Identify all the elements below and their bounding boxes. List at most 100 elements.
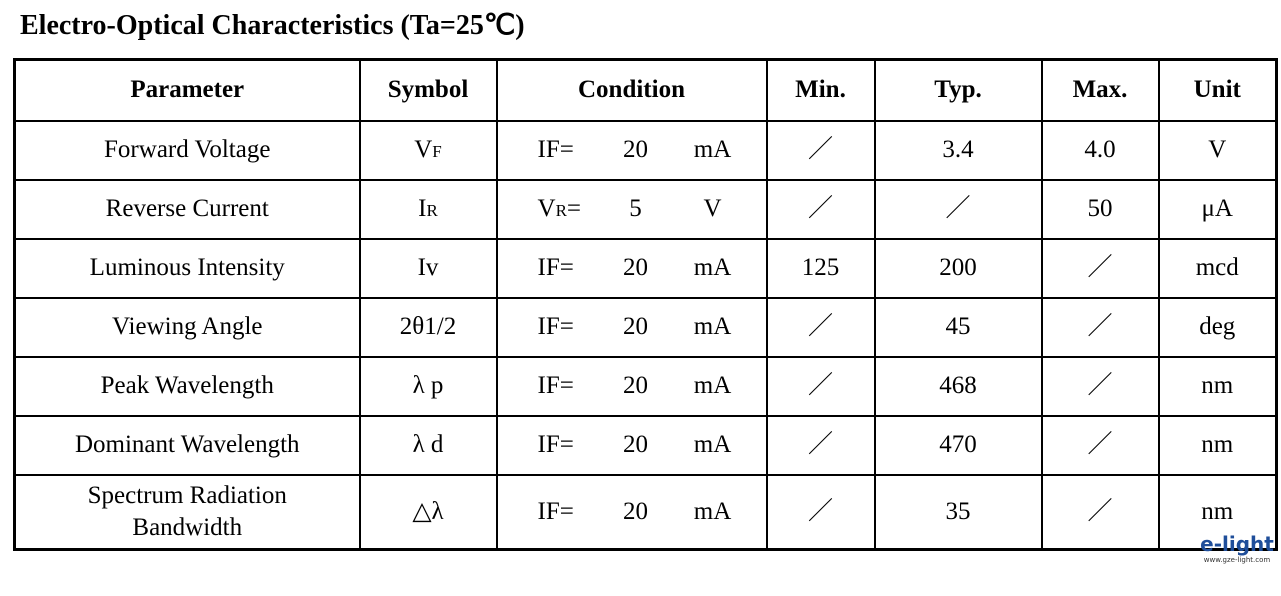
- typ-cell: 35: [873, 474, 1043, 551]
- condition-label: IF=: [538, 311, 604, 344]
- typ-cell: 200: [873, 238, 1043, 299]
- header-cell: Parameter: [13, 58, 361, 122]
- condition-unit: V: [703, 195, 722, 223]
- table-row: Viewing Angle 2θ1/2 IF= 20 mA ／ 45 ／ deg: [13, 297, 1278, 358]
- parameter-cell: Peak Wavelength: [13, 356, 361, 417]
- label-part: IF=: [537, 313, 574, 341]
- typ-cell: 468: [873, 356, 1043, 417]
- table-row: Forward Voltage VF IF= 20 mA ／ 3.4 4.0 V: [13, 120, 1278, 181]
- condition-label: VR=: [538, 193, 604, 226]
- symbol-cell: 2θ1/2: [358, 297, 498, 358]
- max-cell: 4.0: [1040, 120, 1160, 181]
- logo: e-light www.gze-light.com: [1196, 532, 1278, 564]
- symbol-cell: △λ: [358, 474, 498, 551]
- header-row: Parameter Symbol Condition Min. Typ. Max. Unit: [13, 58, 1278, 122]
- condition-unit: mA: [693, 497, 732, 525]
- label-part: IF=: [537, 497, 574, 525]
- typ-cell: 45: [873, 297, 1043, 358]
- condition: IF= 20 mA: [498, 429, 766, 462]
- parameter-cell: Forward Voltage: [13, 120, 361, 181]
- symbol-part: λ d: [412, 431, 444, 459]
- label-part: IF=: [537, 254, 574, 282]
- symbol-part: Iv: [417, 254, 439, 282]
- header-cell: Typ.: [873, 58, 1043, 122]
- parameter-cell: Dominant Wavelength: [13, 415, 361, 476]
- typ-cell: 3.4: [873, 120, 1043, 181]
- typ-cell: 470: [873, 415, 1043, 476]
- parameter-cell: Luminous Intensity: [13, 238, 361, 299]
- label-part: V: [537, 195, 556, 223]
- parameter-cell: Reverse Current: [13, 179, 361, 240]
- symbol-part: △λ: [412, 497, 444, 525]
- condition-label: IF=: [538, 429, 604, 462]
- title: Electro-Optical Characteristics (Ta=25℃): [20, 10, 525, 41]
- max-cell: ／: [1040, 238, 1160, 299]
- header-cell: Condition: [495, 58, 768, 122]
- condition-value: 20: [623, 136, 648, 164]
- header-cell: Min.: [765, 58, 876, 122]
- condition-value: 5: [629, 195, 642, 223]
- header-cell: Unit: [1157, 58, 1278, 122]
- condition-cell: IF= 20 mA: [495, 120, 768, 181]
- condition-cell: IF= 20 mA: [495, 238, 768, 299]
- min-cell: ／: [765, 474, 876, 551]
- logo-brand: e-light: [1200, 532, 1274, 556]
- symbol-part: F: [432, 142, 442, 162]
- header-cell: Max.: [1040, 58, 1160, 122]
- label-part: R: [555, 201, 567, 221]
- label-part: IF=: [537, 372, 574, 400]
- unit-cell: deg: [1157, 297, 1278, 358]
- symbol-cell: VF: [358, 120, 498, 181]
- unit-cell: V: [1157, 120, 1278, 181]
- condition-value: 20: [623, 254, 648, 282]
- parameter-cell: Viewing Angle: [13, 297, 361, 358]
- condition-cell: IF= 20 mA: [495, 297, 768, 358]
- symbol-part: V: [414, 136, 433, 164]
- condition-unit: mA: [693, 313, 732, 341]
- max-cell: ／: [1040, 297, 1160, 358]
- min-cell: ／: [765, 356, 876, 417]
- min-cell: ／: [765, 415, 876, 476]
- condition-value: 20: [623, 431, 648, 459]
- condition-label: IF=: [538, 252, 604, 285]
- symbol-cell: λ d: [358, 415, 498, 476]
- symbol-part: 2θ1/2: [399, 313, 457, 341]
- unit-cell: nm: [1157, 356, 1278, 417]
- condition-label: IF=: [538, 496, 604, 529]
- symbol-part: I: [418, 195, 427, 223]
- spec-table: Parameter Symbol Condition Min. Typ. Max. Unit…: [13, 58, 1278, 551]
- condition: IF= 20 mA: [498, 311, 766, 344]
- condition-value: 20: [623, 313, 648, 341]
- unit-cell: μA: [1157, 179, 1278, 240]
- max-cell: ／: [1040, 356, 1160, 417]
- condition: IF= 20 mA: [498, 252, 766, 285]
- symbol-cell: IR: [358, 179, 498, 240]
- condition: IF= 20 mA: [498, 134, 766, 167]
- table-row: Spectrum Radiation Bandwidth △λ IF= 20 mA ／ 35…: [13, 474, 1278, 551]
- condition-unit: mA: [693, 431, 732, 459]
- symbol-part: R: [426, 201, 438, 221]
- condition: IF= 20 mA: [498, 496, 766, 529]
- symbol-cell: λ p: [358, 356, 498, 417]
- max-cell: ／: [1040, 415, 1160, 476]
- min-cell: ／: [765, 297, 876, 358]
- parameter-cell: Spectrum Radiation Bandwidth: [13, 474, 361, 551]
- label-part: =: [566, 195, 582, 223]
- condition: IF= 20 mA: [498, 370, 766, 403]
- table-row: Dominant Wavelength λ d IF= 20 mA ／ 470 ／ nm: [13, 415, 1278, 476]
- condition-unit: mA: [693, 254, 732, 282]
- condition: VR= 5 V: [498, 193, 766, 226]
- condition-value: 20: [623, 372, 648, 400]
- label-part: IF=: [537, 136, 574, 164]
- unit-cell: nm: [1157, 474, 1278, 551]
- min-cell: ／: [765, 179, 876, 240]
- max-cell: ／: [1040, 474, 1160, 551]
- min-cell: 125: [765, 238, 876, 299]
- symbol-part: λ p: [412, 372, 444, 400]
- table-row: Luminous Intensity Iv IF= 20 mA 125 200 ／ mcd: [13, 238, 1278, 299]
- max-cell: 50: [1040, 179, 1160, 240]
- logo-url: www.gze-light.com: [1203, 556, 1271, 564]
- condition-label: IF=: [538, 370, 604, 403]
- unit-cell: nm: [1157, 415, 1278, 476]
